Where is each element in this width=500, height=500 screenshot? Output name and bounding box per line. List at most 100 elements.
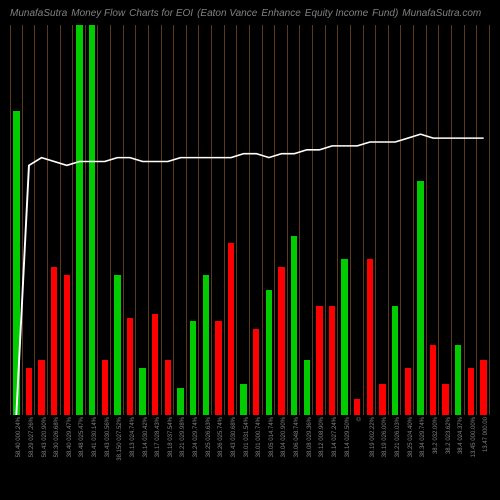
x-label: 38.19 002.22% xyxy=(370,417,376,457)
bar xyxy=(417,181,423,415)
label-slot: 38.48 025.47% xyxy=(73,415,86,500)
bar xyxy=(405,368,411,415)
header-part: Enhance xyxy=(261,8,300,19)
x-label: 38.26 025.74% xyxy=(218,417,224,457)
bar-slot xyxy=(415,25,427,415)
label-slot: 38.25 024.40% xyxy=(401,415,414,500)
bar-slot xyxy=(276,25,288,415)
label-slot: 38.150 027.52% xyxy=(111,415,124,500)
bar-slot xyxy=(352,25,364,415)
bar-slot xyxy=(390,25,402,415)
label-slot: 38.34 029.74% xyxy=(414,415,427,500)
label-slot: 38.14 030.42% xyxy=(136,415,149,500)
x-label: 38.2 023.62% xyxy=(446,417,452,454)
bar-slot xyxy=(87,25,99,415)
label-slot: 38.4 024.37% xyxy=(452,415,465,500)
bar xyxy=(304,360,310,415)
x-axis-labels: 58.40 000.24% 58.29 027.26% 58.43 020.90% 5… xyxy=(10,415,490,500)
label-slot: 38.04 020.90% xyxy=(275,415,288,500)
bar xyxy=(392,306,398,415)
label-slot: 13.45 000.00% xyxy=(465,415,478,500)
header-part: MunafaSutra.com xyxy=(402,8,481,19)
bar xyxy=(127,318,133,416)
x-label: 38.25 026.63% xyxy=(206,417,212,457)
bar-container xyxy=(10,25,490,415)
bar-slot xyxy=(478,25,490,415)
bar-slot xyxy=(289,25,301,415)
x-label: 38.18 037.54% xyxy=(168,417,174,457)
header-part: Fund) xyxy=(372,8,398,19)
bar xyxy=(13,111,19,415)
header-part: Equity Income xyxy=(305,8,368,19)
label-slot: 38.01 031.54% xyxy=(237,415,250,500)
x-label: 38.21 026.03% xyxy=(395,417,401,457)
bar xyxy=(278,267,284,415)
bar xyxy=(291,236,297,415)
money-flow-chart xyxy=(10,25,490,415)
bar xyxy=(152,314,158,415)
x-label: 38.04 020.90% xyxy=(281,417,287,457)
bar-slot xyxy=(377,25,389,415)
bar xyxy=(316,306,322,415)
bar-slot xyxy=(99,25,111,415)
label-slot: 38.01 000.74% xyxy=(250,415,263,500)
x-label: 58.40 000.24% xyxy=(16,417,22,457)
bar-slot xyxy=(150,25,162,415)
label-slot: 38.41 030.14% xyxy=(86,415,99,500)
bar-slot xyxy=(428,25,440,415)
x-label: 38.12 008.90% xyxy=(319,417,325,457)
bar xyxy=(64,275,70,415)
x-label: 58.43 020.90% xyxy=(42,417,48,457)
x-label: 38.34 029.74% xyxy=(420,417,426,457)
bar-slot xyxy=(251,25,263,415)
x-label: 38.24 029.74% xyxy=(193,417,199,457)
x-label: 58.29 027.26% xyxy=(29,417,35,457)
label-slot: 58.43 020.90% xyxy=(35,415,48,500)
x-label: 13.45 000.00% xyxy=(471,417,477,457)
label-slot: 38.06 048.74% xyxy=(288,415,301,500)
label-slot: 58.40 000.24% xyxy=(10,415,23,500)
bar-slot xyxy=(226,25,238,415)
bar xyxy=(430,345,436,415)
bar xyxy=(89,25,95,415)
bar xyxy=(253,329,259,415)
label-slot: 38.19 026.00% xyxy=(376,415,389,500)
bar-slot xyxy=(466,25,478,415)
x-label: 38.01 000.74% xyxy=(256,417,262,457)
bar xyxy=(26,368,32,415)
x-label: 38.150 027.52% xyxy=(117,417,123,461)
header-part: MunafaSutra xyxy=(10,8,67,19)
x-label: 38.17 028.43% xyxy=(155,417,161,457)
bar xyxy=(341,259,347,415)
x-label: 38.14 029.50% xyxy=(345,417,351,457)
bar xyxy=(455,345,461,415)
label-slot: 38.14 027.24% xyxy=(326,415,339,500)
bar xyxy=(190,321,196,415)
label-slot: 38.14 029.50% xyxy=(338,415,351,500)
chart-header: MunafaSutraMoney FlowCharts for EOI(Eato… xyxy=(0,8,500,19)
label-slot: 38.12 008.90% xyxy=(313,415,326,500)
label-slot: 38.18 037.54% xyxy=(162,415,175,500)
x-label: 38.43 030.56% xyxy=(105,417,111,457)
x-label: 38.40 029.47% xyxy=(67,417,73,457)
label-slot: 38.08 029.36% xyxy=(300,415,313,500)
header-part: Charts for EOI xyxy=(129,8,193,19)
bar xyxy=(114,275,120,415)
bar xyxy=(379,384,385,415)
label-slot: 38.21 026.03% xyxy=(389,415,402,500)
x-label: 38.41 030.14% xyxy=(92,417,98,457)
bar xyxy=(38,360,44,415)
bar xyxy=(76,25,82,415)
bar xyxy=(51,267,57,415)
bar-slot xyxy=(453,25,465,415)
label-slot: 38.05 014.74% xyxy=(263,415,276,500)
x-label: 38.13 024.74% xyxy=(130,417,136,457)
bar-slot xyxy=(10,25,23,415)
bar-slot xyxy=(314,25,326,415)
header-part: (Eaton Vance xyxy=(197,8,257,19)
bar-slot xyxy=(125,25,137,415)
x-label: 58.30 026.68% xyxy=(54,417,60,457)
bar-slot xyxy=(112,25,124,415)
x-label: 38.25 024.40% xyxy=(408,417,414,457)
label-slot: 58.30 026.68% xyxy=(48,415,61,500)
